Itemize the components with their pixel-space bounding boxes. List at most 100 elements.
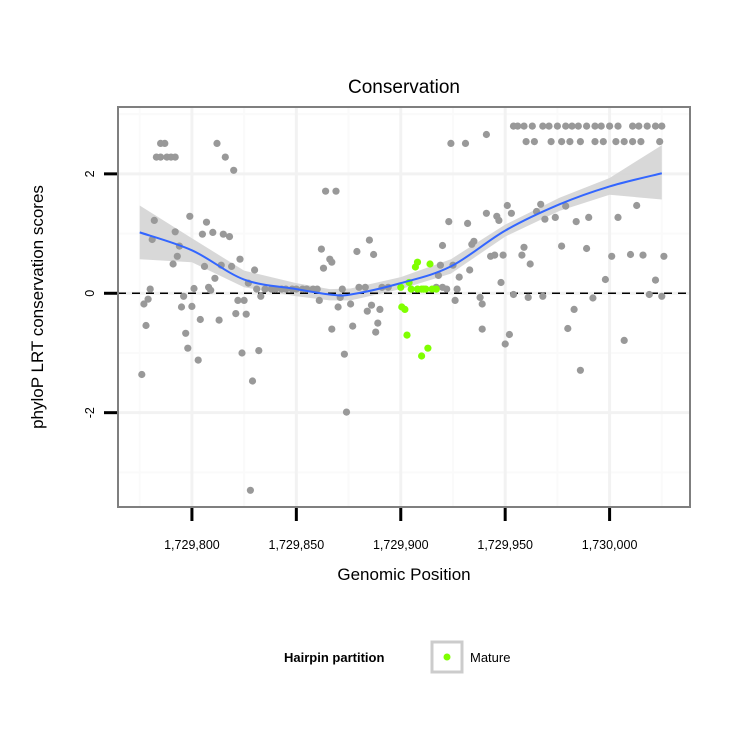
point-other — [637, 138, 645, 146]
point-other — [629, 122, 637, 130]
point-other — [363, 307, 371, 315]
point-other — [376, 305, 384, 313]
point-other — [503, 201, 511, 210]
point-other — [177, 303, 186, 311]
point-other — [507, 209, 515, 217]
point-other — [601, 275, 610, 284]
point-other — [240, 296, 248, 304]
point-mature — [413, 258, 422, 266]
point-other — [651, 122, 660, 130]
panel-border — [117, 106, 691, 508]
point-other — [234, 296, 242, 304]
point-other — [447, 139, 455, 147]
point-other — [562, 122, 570, 130]
point-other — [482, 209, 490, 217]
point-other — [225, 233, 234, 241]
point-other — [576, 138, 585, 146]
point-other — [589, 294, 597, 302]
point-other — [566, 138, 574, 146]
point-other — [436, 261, 444, 269]
point-other — [198, 230, 206, 238]
point-other — [213, 139, 221, 147]
point-other — [455, 273, 463, 281]
point-other — [372, 328, 380, 336]
point-other — [520, 243, 528, 251]
point-other — [347, 300, 355, 308]
point-mature — [397, 283, 405, 291]
point-other — [501, 340, 509, 348]
point-other — [230, 166, 238, 174]
point-mature — [401, 305, 409, 313]
point-other — [180, 292, 188, 300]
y-axis-label: phyloP LRT conservation scores — [28, 185, 47, 429]
point-other — [558, 242, 566, 250]
point-other — [451, 296, 459, 304]
point-other — [656, 138, 664, 146]
point-other — [614, 213, 622, 221]
point-mature — [424, 344, 432, 352]
point-other — [196, 315, 204, 324]
point-other — [202, 218, 211, 226]
point-other — [570, 305, 578, 313]
point-other — [482, 130, 490, 139]
point-other — [564, 324, 572, 333]
point-other — [553, 122, 562, 130]
point-other — [612, 138, 620, 146]
point-other — [365, 236, 373, 244]
point-other — [608, 252, 616, 260]
point-other — [173, 252, 181, 260]
point-other — [236, 255, 244, 263]
point-other — [367, 301, 376, 309]
point-other — [207, 286, 215, 294]
legend-label-mature: Mature — [470, 650, 510, 665]
point-other — [434, 271, 442, 279]
point-other — [355, 283, 363, 291]
point-other — [591, 122, 599, 130]
point-other — [251, 266, 259, 274]
x-tick-label: 1,730,000 — [582, 538, 638, 552]
point-other — [620, 336, 628, 344]
point-other — [574, 122, 582, 130]
point-mature — [407, 285, 415, 293]
point-other — [361, 283, 369, 291]
point-other — [547, 138, 555, 146]
point-other — [562, 202, 570, 210]
point-other — [643, 122, 651, 130]
point-other — [374, 319, 382, 327]
point-other — [635, 122, 643, 130]
point-other — [157, 153, 165, 161]
x-tick-label: 1,729,850 — [269, 538, 325, 552]
point-other — [186, 212, 194, 220]
point-other — [334, 303, 342, 311]
point-other — [572, 218, 580, 226]
legend-title: Hairpin partition — [284, 650, 384, 665]
point-other — [660, 252, 668, 260]
point-other — [658, 122, 666, 130]
point-other — [478, 300, 486, 308]
y-tick-label: 2 — [83, 170, 97, 177]
point-other — [146, 285, 154, 293]
point-other — [583, 244, 591, 253]
smooth-line — [139, 172, 663, 297]
point-other — [505, 330, 513, 339]
legend-key-mature — [443, 653, 451, 661]
point-other — [545, 122, 553, 130]
point-other — [645, 290, 653, 299]
point-other — [514, 122, 522, 130]
point-other — [520, 122, 528, 130]
y-tick-label: -2 — [83, 407, 97, 418]
point-other — [353, 247, 361, 256]
point-other — [491, 251, 499, 259]
point-other — [242, 310, 250, 318]
point-other — [639, 251, 647, 259]
point-other — [182, 329, 190, 337]
point-other — [499, 251, 507, 259]
point-other — [228, 262, 236, 270]
point-mature — [422, 285, 430, 293]
point-other — [184, 344, 192, 352]
point-other — [497, 278, 505, 287]
point-other — [614, 122, 622, 130]
point-other — [248, 377, 257, 385]
point-other — [478, 325, 486, 333]
